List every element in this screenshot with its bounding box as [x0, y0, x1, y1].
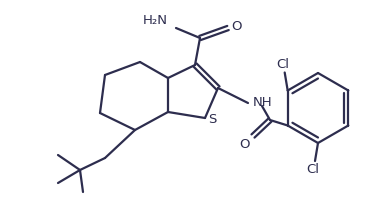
- Text: O: O: [232, 20, 242, 34]
- Text: Cl: Cl: [276, 58, 289, 71]
- Text: Cl: Cl: [307, 163, 320, 176]
- Text: H₂N: H₂N: [143, 14, 168, 28]
- Text: S: S: [208, 113, 216, 125]
- Text: NH: NH: [253, 95, 272, 109]
- Text: O: O: [240, 137, 250, 151]
